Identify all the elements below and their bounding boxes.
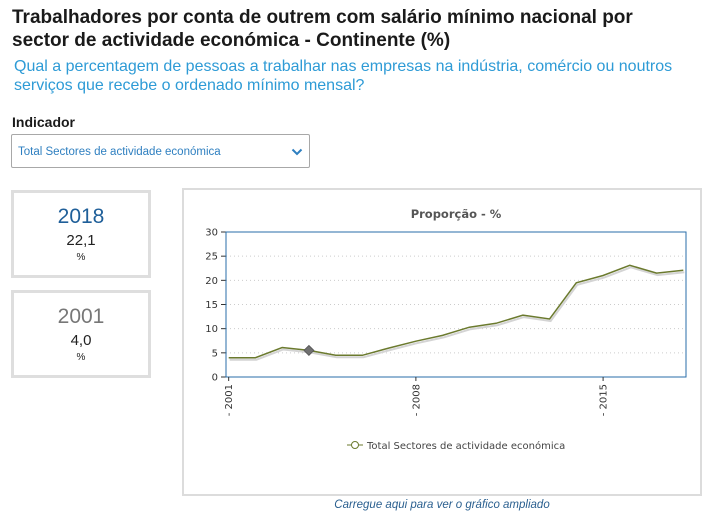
stat-value: 22,1 — [66, 232, 96, 249]
indicator-selected-value: Total Sectores de actividade económica — [18, 146, 221, 158]
chart-panel[interactable]: Proporção - % 0 5 10 15 20 25 30 - 2001 - 2008 - 2… — [182, 188, 702, 496]
series-line — [228, 264, 684, 359]
stat-year: 2018 — [57, 205, 105, 228]
chart-title: Proporção - % — [411, 207, 502, 221]
x-tick-label: - 2015 — [599, 384, 610, 416]
y-tick-label: 20 — [205, 276, 218, 287]
enlarge-chart-link[interactable]: Carregue aqui para ver o gráfico ampliad… — [334, 499, 550, 511]
y-tick-label: 25 — [205, 252, 218, 263]
series-line-shadow — [229, 266, 685, 361]
indicator-label: Indicador — [12, 114, 76, 130]
page-subtitle: Qual a percentagem de pessoas a trabalha… — [14, 58, 673, 94]
highlight-marker — [303, 344, 315, 356]
x-tick-label: - 2001 — [224, 384, 235, 416]
legend-label: Total Sectores de actividade económica — [366, 440, 565, 452]
y-tick-label: 0 — [212, 373, 218, 384]
stat-card-first: 2001 4,0 % — [11, 290, 151, 378]
indicator-dropdown[interactable]: Total Sectores de actividade económica — [11, 134, 310, 168]
y-tick-label: 10 — [205, 324, 218, 335]
x-tick-label: - 2008 — [411, 384, 422, 416]
stat-unit: % — [76, 352, 86, 363]
stat-unit: % — [76, 252, 86, 263]
plot-border — [225, 231, 687, 378]
page-title: Trabalhadores por conta de outrem com sa… — [12, 7, 633, 51]
chevron-down-icon — [291, 148, 303, 156]
stat-year: 2001 — [57, 305, 105, 328]
y-tick-label: 5 — [212, 348, 218, 359]
legend-marker — [351, 441, 359, 449]
y-tick-label: 30 — [205, 228, 218, 239]
stat-card-latest: 2018 22,1 % — [11, 190, 151, 278]
line-chart: Proporção - % 0 5 10 15 20 25 30 - 2001 - 2008 - 2… — [205, 207, 687, 452]
y-tick-label: 15 — [205, 300, 218, 311]
stat-value: 4,0 — [70, 332, 92, 349]
